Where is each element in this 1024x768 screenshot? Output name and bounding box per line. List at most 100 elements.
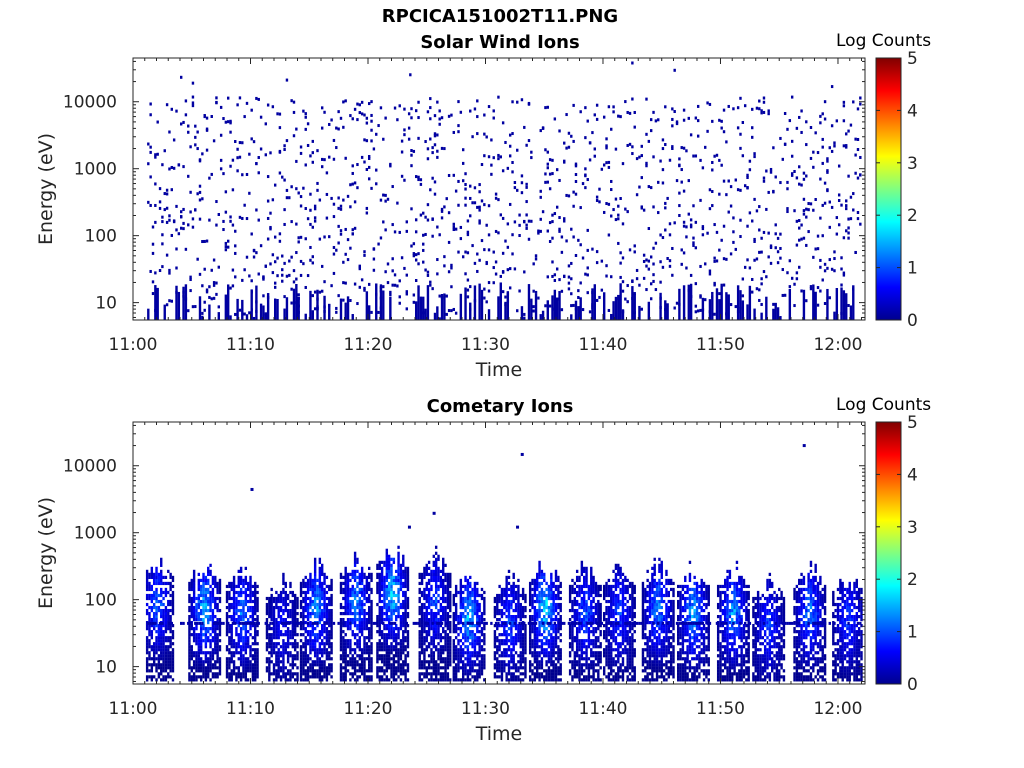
count-pixel xyxy=(207,572,210,577)
count-pixel xyxy=(356,633,359,637)
count-pixel xyxy=(746,224,749,228)
count-pixel xyxy=(330,196,333,200)
count-pixel xyxy=(148,663,151,667)
count-pixel xyxy=(457,666,460,670)
count-pixel xyxy=(325,627,329,631)
count-pixel xyxy=(432,633,436,637)
count-pixel xyxy=(225,614,229,619)
count-pixel xyxy=(242,666,245,670)
count-pixel xyxy=(164,587,168,592)
count-pixel xyxy=(671,117,674,121)
count-pixel xyxy=(162,611,165,616)
count-pixel xyxy=(272,618,276,622)
count-pixel xyxy=(342,636,345,640)
count-pixel xyxy=(363,608,366,613)
count-pixel xyxy=(432,660,436,664)
count-pixel xyxy=(798,182,801,186)
count-pixel xyxy=(464,608,467,613)
count-pixel xyxy=(439,639,443,643)
count-pixel xyxy=(652,273,655,277)
count-pixel xyxy=(344,569,347,573)
count-pixel xyxy=(437,587,440,592)
count-pixel xyxy=(249,648,252,652)
count-pixel xyxy=(254,590,257,595)
count-pixel xyxy=(607,160,611,164)
count-pixel xyxy=(306,639,310,643)
count-pixel xyxy=(242,590,245,595)
count-pixel xyxy=(828,296,831,300)
count-pixel xyxy=(480,648,484,652)
count-pixel xyxy=(164,636,168,640)
count-pixel xyxy=(395,605,398,610)
count-bar xyxy=(555,297,559,320)
count-pixel xyxy=(442,614,445,619)
count-pixel xyxy=(446,666,450,670)
count-pixel xyxy=(188,633,191,637)
count-pixel xyxy=(673,110,676,114)
count-pixel xyxy=(446,624,450,628)
count-pixel xyxy=(439,575,443,580)
count-pixel xyxy=(148,618,151,622)
count-pixel xyxy=(527,139,531,143)
count-pixel xyxy=(225,663,229,667)
count-pixel xyxy=(156,152,159,156)
count-pixel xyxy=(190,611,193,616)
count-pixel xyxy=(418,599,421,604)
count-pixel xyxy=(457,678,460,682)
count-pixel xyxy=(241,216,244,220)
count-pixel xyxy=(399,575,403,580)
count-pixel xyxy=(211,657,215,661)
count-pixel xyxy=(209,572,212,577)
count-pixel xyxy=(414,109,418,113)
count-pixel xyxy=(406,651,410,655)
count-pixel xyxy=(165,206,169,210)
count-pixel xyxy=(425,569,428,573)
count-pixel xyxy=(476,636,479,640)
count-pixel xyxy=(390,608,393,613)
count-pixel xyxy=(385,614,389,619)
count-pixel xyxy=(158,187,162,191)
count-bar xyxy=(579,297,582,320)
count-pixel xyxy=(704,262,707,266)
count-pixel xyxy=(246,593,250,598)
count-pixel xyxy=(342,605,345,610)
count-pixel xyxy=(256,663,259,667)
count-pixel xyxy=(328,618,331,622)
count-pixel xyxy=(466,614,470,619)
count-pixel xyxy=(320,660,324,664)
count-pixel xyxy=(202,599,205,604)
count-pixel xyxy=(439,608,443,613)
count-pixel xyxy=(397,593,400,598)
count-pixel xyxy=(476,590,479,595)
count-pixel xyxy=(473,186,477,190)
count-pixel xyxy=(148,657,151,661)
count-pixel xyxy=(713,223,716,227)
count-pixel xyxy=(235,630,238,634)
count-pixel xyxy=(661,138,665,142)
count-pixel xyxy=(325,596,329,601)
count-pixel xyxy=(454,587,458,592)
count-pixel xyxy=(424,140,427,144)
count-pixel xyxy=(150,608,154,613)
count-pixel xyxy=(390,648,393,652)
count-pixel xyxy=(390,599,393,604)
count-pixel xyxy=(633,292,636,296)
count-pixel xyxy=(349,642,352,646)
count-bar xyxy=(788,288,792,320)
count-pixel xyxy=(402,636,405,640)
count-pixel xyxy=(195,627,198,631)
count-pixel xyxy=(351,171,354,175)
count-pixel xyxy=(400,150,404,154)
count-pixel xyxy=(437,630,440,634)
count-pixel xyxy=(753,237,756,241)
count-pixel xyxy=(469,666,472,670)
count-pixel xyxy=(454,624,458,628)
count-pixel xyxy=(190,599,193,604)
count-pixel xyxy=(409,73,412,77)
count-pixel xyxy=(390,593,393,598)
count-pixel xyxy=(150,605,154,610)
count-pixel xyxy=(534,257,538,261)
count-pixel xyxy=(402,584,405,589)
count-pixel xyxy=(150,675,154,679)
count-pixel xyxy=(423,636,426,640)
